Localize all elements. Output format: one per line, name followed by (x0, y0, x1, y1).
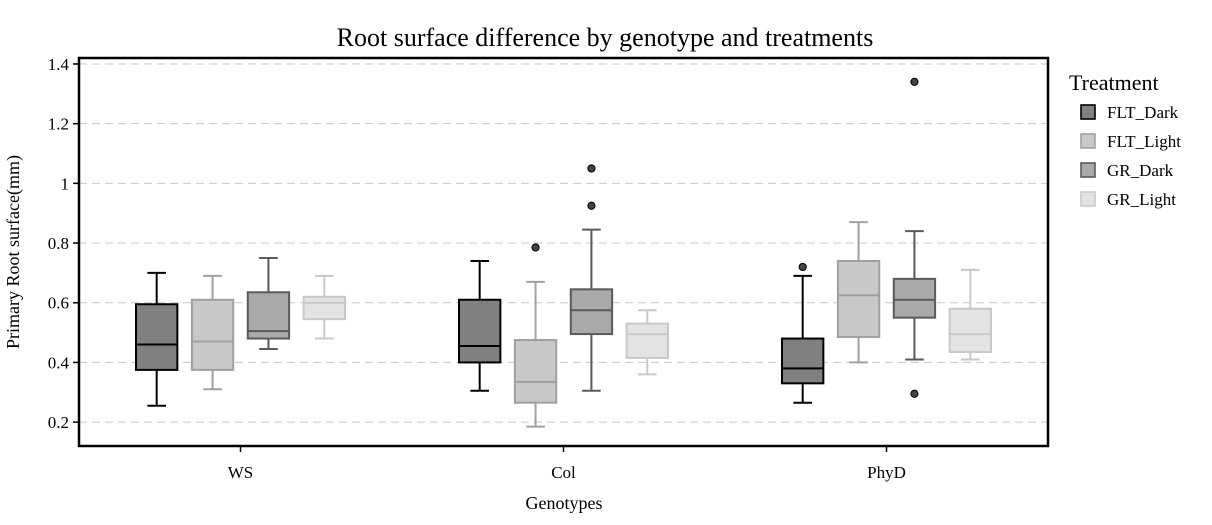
y-tick-label: 0.2 (48, 413, 69, 432)
iqr-box (458, 298, 502, 364)
box-FLT_Light-WS (190, 274, 235, 391)
box-FLT_Light-PhyD (836, 221, 881, 364)
box-GR_Dark-PhyD (892, 77, 937, 398)
chart-title: Root surface difference by genotype and … (337, 23, 874, 52)
iqr-box (135, 303, 179, 371)
legend-label: FLT_Dark (1107, 103, 1179, 122)
legend-item-GR_Dark: GR_Dark (1080, 161, 1174, 180)
outlier-point (587, 201, 596, 210)
y-tick-label: 0.4 (48, 353, 70, 372)
iqr-box (513, 339, 558, 404)
grid-lines (79, 63, 1048, 423)
legend-item-GR_Light: GR_Light (1080, 190, 1176, 209)
box-GR_Light-Col (625, 309, 669, 376)
box-GR_Dark-WS (246, 256, 291, 350)
y-axis-ticks: 0.2 0.4 0.6 0.8 1 1.2 1.4 (48, 55, 79, 432)
box-FLT_Dark-PhyD (781, 262, 825, 404)
legend-label: GR_Dark (1107, 161, 1174, 180)
x-axis-label: Genotypes (526, 493, 603, 513)
y-tick-label: 1.2 (48, 115, 69, 134)
iqr-box (625, 322, 669, 359)
y-tick-label: 0.8 (48, 234, 69, 253)
x-tick-label: WS (228, 463, 254, 482)
legend-item-FLT_Dark: FLT_Dark (1080, 103, 1179, 122)
legend-items: FLT_Dark FLT_Light GR_Dark GR_Light (1080, 103, 1181, 209)
legend: Treatment FLT_Dark FLT_Light GR_Dark GR_Lig… (1069, 70, 1181, 209)
iqr-box (892, 277, 937, 319)
y-tick-label: 0.6 (48, 294, 69, 313)
y-tick-label: 1.4 (48, 55, 70, 74)
box-FLT_Light-Col (513, 243, 558, 428)
iqr-box (302, 295, 346, 321)
plot-frame (77, 56, 1050, 448)
outlier-point (531, 243, 540, 252)
iqr-box (190, 298, 235, 371)
outlier-point (587, 164, 596, 173)
legend-swatch (1080, 162, 1096, 178)
box-FLT_Dark-Col (458, 259, 502, 392)
legend-swatch (1080, 191, 1096, 207)
legend-title: Treatment (1069, 70, 1159, 95)
iqr-box (781, 337, 825, 385)
y-axis-label: Primary Root surface(mm) (3, 155, 24, 349)
legend-swatch (1080, 104, 1096, 120)
outlier-point (910, 389, 919, 398)
outlier-point (798, 262, 807, 272)
box-GR_Light-PhyD (948, 268, 992, 361)
outlier-point (910, 77, 919, 86)
legend-label: FLT_Light (1107, 132, 1181, 151)
box-FLT_Dark-WS (135, 271, 179, 407)
iqr-box (569, 288, 614, 336)
legend-label: GR_Light (1107, 190, 1176, 209)
iqr-box (948, 307, 992, 353)
x-tick-label: PhyD (867, 463, 906, 482)
y-tick-label: 1 (61, 174, 70, 193)
box-series (135, 77, 992, 428)
box-GR_Dark-Col (569, 164, 614, 392)
x-tick-label: Col (551, 463, 576, 482)
legend-swatch (1080, 133, 1096, 149)
box-GR_Light-WS (302, 274, 346, 340)
legend-item-FLT_Light: FLT_Light (1080, 132, 1181, 151)
iqr-box (836, 259, 881, 339)
x-axis-ticks: WS Col PhyD (228, 446, 906, 482)
